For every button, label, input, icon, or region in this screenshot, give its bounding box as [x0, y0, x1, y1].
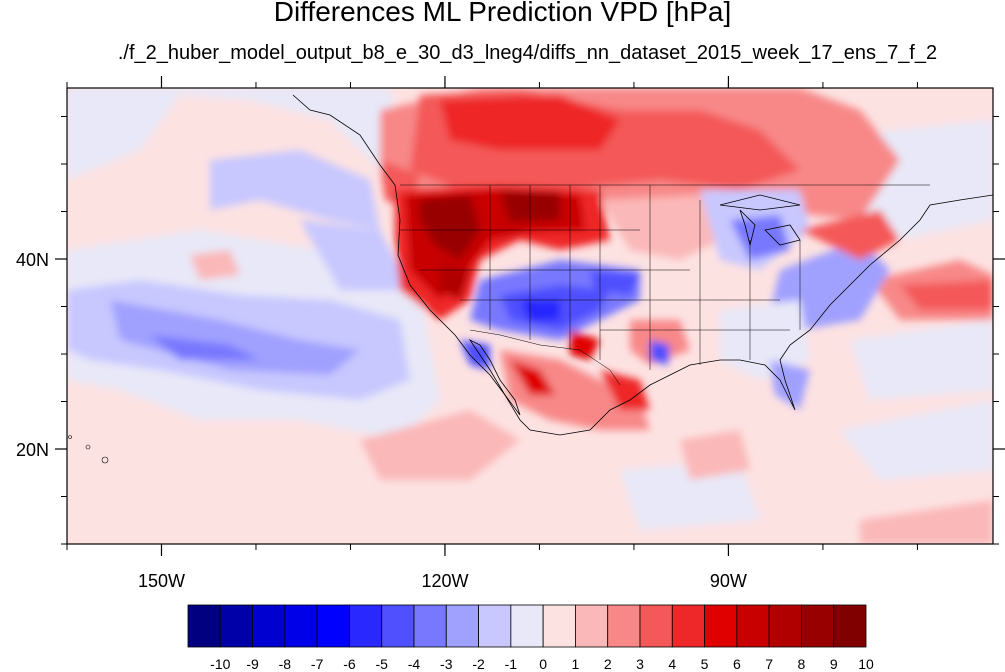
colorbar-label: -9 — [246, 656, 259, 672]
colorbar-swatch — [510, 604, 544, 648]
colorbar-swatch — [413, 604, 447, 648]
colorbar-swatch — [607, 604, 641, 648]
tick-labels: 150W 120W 90W 40N 20N — [16, 250, 747, 591]
colorbar-label: -4 — [408, 656, 421, 672]
colorbar-label: 4 — [668, 656, 676, 672]
north-america-coast — [292, 94, 993, 436]
lat-tick-label: 40N — [16, 250, 49, 270]
baja-california — [468, 338, 521, 416]
colorbar-label: -5 — [375, 656, 388, 672]
colorbar-label: -3 — [440, 656, 453, 672]
colorbar-swatch — [478, 604, 512, 648]
lat-tick-label: 20N — [16, 440, 49, 460]
colorbar-swatch — [542, 604, 576, 648]
colorbar-label: 2 — [604, 656, 612, 672]
colorbar-swatch — [445, 604, 479, 648]
colorbar-swatch — [284, 604, 318, 648]
colorbar-swatch — [187, 604, 221, 648]
colorbar: -10 -9 -8 -7 -6 -5 -4 -3 -2 -1 0 1 2 3 4 5 6 7 8 9 10 — [187, 604, 874, 672]
colorbar-swatch — [801, 604, 835, 648]
colorbar-label: 7 — [765, 656, 773, 672]
plot-frame — [66, 87, 994, 545]
hawaii — [68, 435, 109, 464]
us-borders — [400, 184, 930, 386]
lon-tick-label: 120W — [421, 571, 468, 591]
colorbar-label: 5 — [701, 656, 709, 672]
colorbar-label: -10 — [210, 656, 230, 672]
colorbar-label: -8 — [279, 656, 292, 672]
colorbar-swatch — [219, 604, 253, 648]
lon-tick-label: 90W — [710, 571, 747, 591]
colorbar-swatch — [833, 604, 867, 648]
colorbar-label: -6 — [343, 656, 356, 672]
lon-tick-label: 150W — [138, 571, 185, 591]
colorbar-swatch — [671, 604, 705, 648]
map-title: Differences ML Prediction VPD [hPa] — [273, 0, 732, 27]
colorbar-label: 8 — [798, 656, 806, 672]
colorbar-label: -7 — [311, 656, 324, 672]
colorbar-label: 6 — [733, 656, 741, 672]
colorbar-swatch — [575, 604, 609, 648]
colorbar-swatch — [349, 604, 383, 648]
colorbar-swatch — [252, 604, 286, 648]
colorbar-label: 1 — [572, 656, 580, 672]
colorbar-swatch — [381, 604, 415, 648]
colorbar-swatch — [736, 604, 770, 648]
colorbar-label: 10 — [858, 656, 874, 672]
colorbar-label: -2 — [472, 656, 485, 672]
map-subtitle: ./f_2_huber_model_output_b8_e_30_d3_lneg… — [117, 42, 938, 64]
colorbar-label: -1 — [505, 656, 518, 672]
colorbar-swatch — [704, 604, 738, 648]
colorbar-swatch — [316, 604, 350, 648]
colorbar-label: 9 — [830, 656, 838, 672]
colorbar-swatch — [639, 604, 673, 648]
tick-marks — [55, 76, 1005, 556]
colorbar-label: 3 — [636, 656, 644, 672]
colorbar-label: 0 — [539, 656, 547, 672]
colorbar-swatch — [768, 604, 802, 648]
